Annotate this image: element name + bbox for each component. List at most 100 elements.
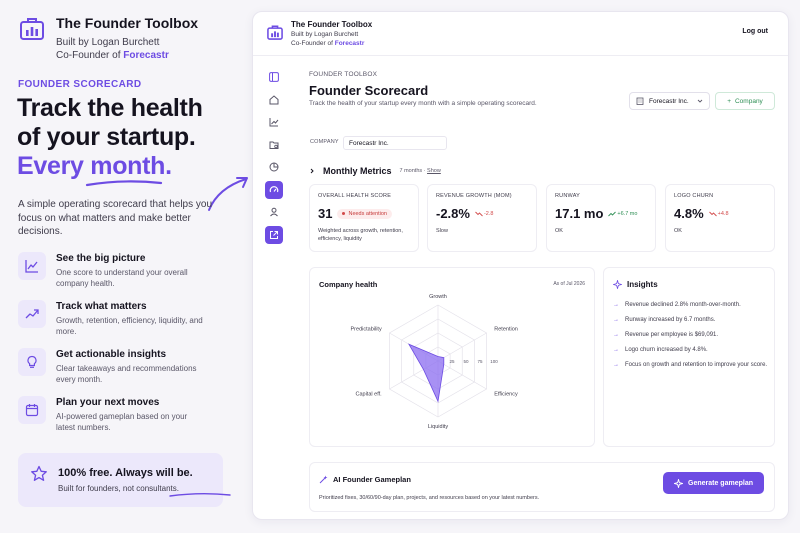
gameplan-card: AI Founder Gameplan Prioritized fixes, 3… [309, 462, 775, 512]
status-badge-label: Needs attention [348, 210, 387, 217]
radar-axis-label: Growth [429, 294, 447, 300]
kpi-value: 31 [318, 206, 333, 221]
arrow-right-icon: → [613, 362, 619, 368]
underline-swash [85, 180, 163, 187]
sparkle-icon [674, 478, 684, 488]
kpi-delta: +6.7 mo [608, 211, 637, 217]
calendar-icon [18, 396, 46, 424]
arrow-right-icon: → [613, 347, 619, 353]
kpi-note: Slow [436, 228, 448, 234]
breadcrumb[interactable]: FOUNDER TOOLBOX [309, 71, 378, 78]
kpi-value-row: 17.1 mo +6.7 mo [555, 206, 647, 221]
monthly-metrics-meta: 7 months · Show [399, 168, 441, 174]
app-byline: Built by Logan Burchett Co-Founder of Fo… [291, 31, 364, 48]
feature-desc: AI-powered gameplan based on your latest… [56, 412, 188, 432]
insight-item: → Revenue per employee is $69,091. [613, 331, 769, 339]
radar-tick-label: 75 [477, 359, 483, 364]
generate-gameplan-button[interactable]: Generate gameplan [663, 472, 764, 494]
pie-chart-icon[interactable] [265, 158, 283, 176]
show-metrics-link[interactable]: Show [427, 168, 441, 174]
feature-list: See the big picture One score to understa… [18, 252, 228, 444]
kpi-value: -2.8% [436, 206, 470, 221]
brand-title: The Founder Toolbox [56, 15, 199, 31]
insights-header: Insights [613, 280, 658, 289]
kpi-card-revenue-growth: REVENUE GROWTH (MOM) -2.8% -2.8 Slow [427, 184, 537, 252]
insight-text: Revenue per employee is $69,091. [625, 332, 719, 338]
sparkle-icon [613, 280, 622, 289]
arrow-right-icon: → [613, 317, 619, 323]
kpi-label: RUNWAY [555, 193, 581, 199]
radar-axis-label: Retention [494, 327, 518, 333]
marketing-panel: The Founder Toolbox Built by Logan Burch… [0, 0, 248, 533]
add-company-button[interactable]: + Company [715, 92, 775, 110]
insight-text: Runway increased by 6.7 months. [625, 317, 716, 323]
trend-down-icon [475, 211, 483, 216]
external-link-icon[interactable] [265, 225, 283, 244]
kpi-card-logo-churn: LOGO CHURN 4.8% +4.8 OK [665, 184, 775, 252]
headline-line-3: Every month. [17, 152, 172, 180]
lightbulb-icon [18, 348, 46, 376]
free-card: 100% free. Always will be. Built for fou… [18, 453, 231, 507]
status-dot [342, 212, 346, 215]
toolbox-logo-icon [267, 25, 283, 40]
radar-series-area [407, 343, 445, 403]
arrow-right-icon: → [613, 302, 619, 308]
brand: The Founder Toolbox Built by Logan Burch… [18, 14, 198, 62]
company-input[interactable]: Forecastr Inc. [343, 136, 447, 150]
page-subtitle: Track the health of your startup every m… [309, 100, 537, 107]
radar-tick-label: 50 [463, 359, 469, 364]
company-select-value: Forecastr Inc. [649, 97, 689, 105]
page-title: Founder Scorecard [309, 83, 429, 98]
toolbox-logo-icon [20, 18, 44, 40]
metrics-count: 7 months [399, 168, 423, 174]
insight-item: → Logo churn increased by 4.8%. [613, 346, 769, 354]
kpi-delta-value: -2.8 [483, 210, 494, 217]
kpi-row: OVERALL HEALTH SCORE 31 Needs attention … [309, 184, 775, 254]
feature-title: Get actionable insights [56, 349, 167, 360]
insight-text: Revenue declined 2.8% month-over-month. [625, 302, 741, 308]
radar-spoke [437, 360, 487, 390]
feature-item: Get actionable insights Clear takeaways a… [18, 348, 228, 396]
insight-item: → Focus on growth and retention to improv… [613, 361, 769, 369]
insight-text: Focus on growth and retention to improve… [625, 362, 768, 368]
company-select[interactable]: Forecastr Inc. [629, 92, 710, 110]
sidebar-toggle-icon[interactable] [265, 68, 283, 86]
kpi-delta-value: +6.7 mo [617, 210, 638, 217]
underline-swash [169, 493, 231, 497]
monthly-metrics-toggle[interactable]: Monthly Metrics 7 months · Show [309, 166, 441, 176]
chart-icon[interactable] [265, 113, 283, 131]
app-header: The Founder Toolbox Built by Logan Burch… [253, 12, 788, 56]
company-health-title: Company health [319, 280, 378, 289]
line-chart-icon [18, 252, 46, 280]
home-icon[interactable] [265, 91, 283, 109]
hero-headline: Track the health of your startup. Every … [17, 94, 203, 181]
folder-icon[interactable] [265, 136, 283, 154]
monthly-metrics-title: Monthly Metrics [323, 166, 392, 176]
headline-line-2: of your startup. [17, 123, 196, 151]
trend-down-icon [708, 211, 717, 216]
gameplan-title: AI Founder Gameplan [333, 475, 411, 484]
feature-item: Track what matters Growth, retention, eff… [18, 300, 228, 348]
cofounder-company-link[interactable]: Forecastr [334, 39, 365, 47]
brand-byline: Built by Logan Burchett Co-Founder of Fo… [56, 36, 198, 62]
cofounder-line: Co-Founder of Forecastr [291, 40, 364, 49]
kpi-note: OK [555, 228, 563, 234]
kpi-card-runway: RUNWAY 17.1 mo +6.7 mo OK [546, 184, 656, 252]
cofounder-company-link[interactable]: Forecastr [123, 50, 169, 61]
gauge-icon[interactable] [265, 180, 283, 199]
building-icon [636, 97, 644, 105]
generate-gameplan-label: Generate gameplan [688, 479, 753, 487]
feature-item: Plan your next moves AI-powered gameplan … [18, 396, 228, 444]
trend-up-icon [608, 211, 617, 216]
hero-eyebrow: FOUNDER SCORECARD [18, 79, 142, 90]
user-icon[interactable] [265, 203, 283, 221]
cofounder-prefix: Co-Founder of [56, 50, 121, 61]
chevron-down-icon [697, 99, 703, 103]
kpi-value-row: -2.8% -2.8 [436, 206, 528, 221]
feature-desc: One score to understand your overall com… [56, 268, 188, 288]
logout-button[interactable]: Log out [742, 28, 768, 35]
insights-list: → Revenue declined 2.8% month-over-month.… [613, 301, 769, 376]
feature-title: Track what matters [56, 301, 147, 312]
built-by: Built by Logan Burchett [291, 31, 359, 38]
feature-desc: Clear takeaways and recommendations ever… [56, 364, 197, 384]
